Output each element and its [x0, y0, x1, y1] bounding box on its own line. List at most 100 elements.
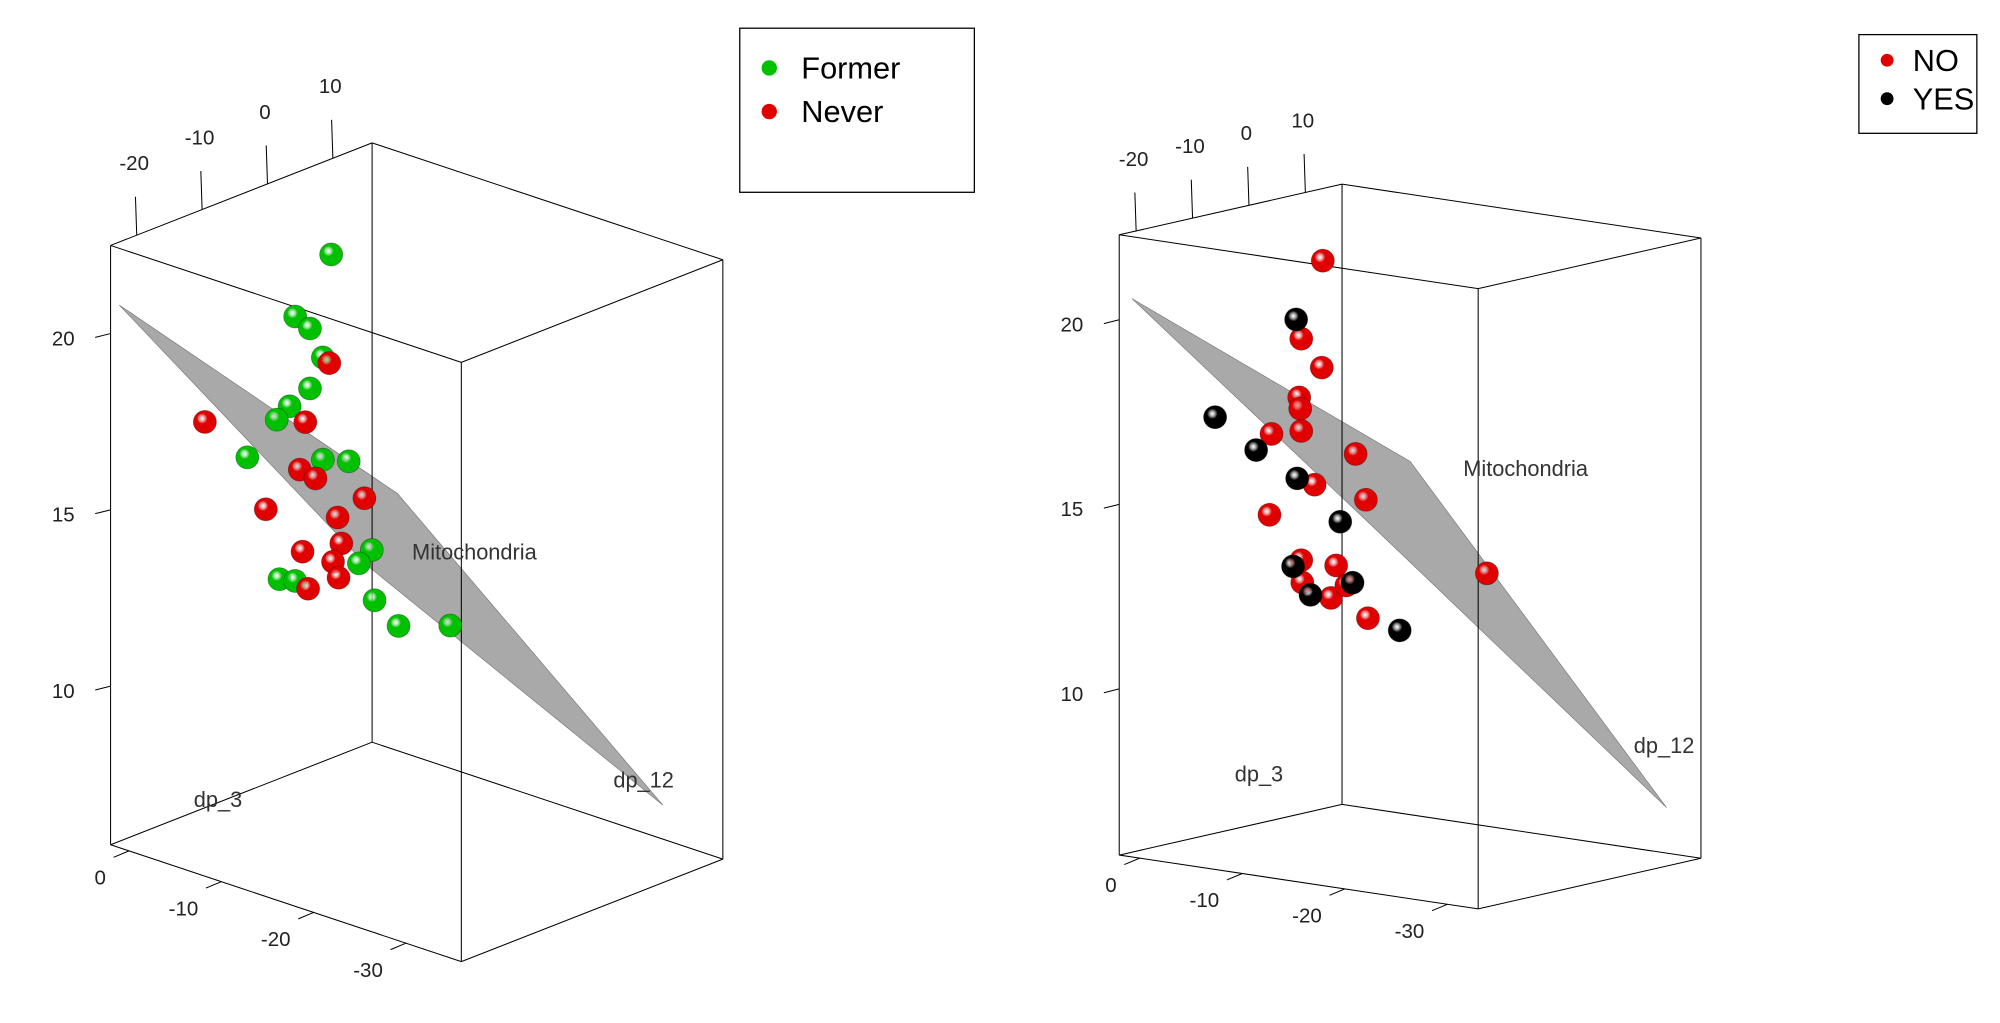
z-axis-title: dp_12 [1634, 733, 1695, 758]
box-edge [1119, 803, 1343, 856]
z-tick [200, 171, 203, 210]
legend-label: Never [801, 94, 883, 129]
legend-marker [761, 103, 777, 120]
z-tick [1134, 192, 1137, 231]
box-edge [371, 741, 724, 860]
y-tick-label: 15 [52, 504, 75, 527]
box-edge [461, 259, 724, 363]
legend-marker [1880, 92, 1894, 106]
point [336, 449, 361, 474]
point [298, 316, 322, 341]
point [1328, 509, 1353, 534]
x-tick [298, 911, 314, 920]
box-edge [110, 844, 462, 963]
x-tick-label: 0 [1105, 874, 1116, 897]
y-tick [95, 333, 111, 338]
z-tick [1190, 179, 1194, 219]
box-edge [1478, 857, 1702, 910]
point [1309, 355, 1334, 380]
point [1285, 466, 1310, 491]
z-tick-label: 10 [319, 75, 342, 98]
point [1289, 419, 1314, 443]
point [362, 588, 387, 613]
x-tick-label: 0 [95, 867, 106, 890]
legend-marker [761, 60, 777, 76]
point [1203, 405, 1228, 430]
legend-box [1858, 33, 1978, 134]
point [346, 551, 371, 576]
y-tick [1103, 688, 1120, 694]
z-axis-title: dp_12 [613, 768, 674, 793]
box-edge [110, 741, 373, 846]
legend-label: YES [1913, 81, 1975, 116]
z-tick [265, 145, 269, 184]
point [1310, 248, 1335, 273]
x-tick-label: -30 [353, 959, 383, 982]
y-tick-label: 20 [1061, 314, 1084, 337]
legend-marker [1880, 53, 1894, 67]
point [1353, 487, 1378, 512]
y-tick-label: 15 [1061, 498, 1084, 521]
legend-label: NO [1913, 43, 1959, 78]
z-tick-label: -10 [1175, 135, 1205, 158]
x-tick [113, 850, 130, 858]
regression-plane [1131, 298, 1667, 808]
point [1244, 438, 1269, 462]
x-tick [1226, 873, 1243, 881]
legend-box [739, 27, 976, 193]
point [1257, 502, 1282, 527]
z-tick-label: -10 [185, 126, 215, 149]
y-tick [95, 685, 111, 691]
point [438, 613, 463, 638]
point [1387, 618, 1412, 643]
y-axis-title: Mitochondria [412, 540, 538, 565]
x-axis-title: dp_3 [1235, 761, 1283, 786]
point [1355, 606, 1380, 631]
box-edge [371, 142, 724, 261]
y-tick [1103, 319, 1120, 325]
box-edge [1478, 237, 1702, 290]
z-tick-label: 0 [259, 101, 270, 124]
point [298, 376, 322, 401]
point [386, 614, 411, 638]
point [326, 565, 351, 590]
box-edge [110, 244, 462, 363]
z-tick-label: 0 [1241, 122, 1252, 145]
x-tick [1329, 888, 1346, 896]
point [1259, 421, 1284, 446]
z-tick [1247, 166, 1250, 206]
point [1324, 553, 1349, 578]
point [235, 445, 260, 470]
y-tick-label: 10 [52, 680, 75, 703]
y-axis-title: Mitochondria [1463, 456, 1589, 481]
x-tick [205, 881, 222, 889]
point [1474, 561, 1499, 586]
x-tick [1124, 857, 1140, 866]
point [1281, 554, 1305, 579]
x-axis-title: dp_3 [194, 787, 242, 812]
point [264, 407, 289, 432]
x-tick [390, 942, 407, 951]
point [325, 505, 350, 530]
y-tick-label: 20 [52, 327, 75, 350]
z-tick [1303, 154, 1306, 193]
point [1284, 307, 1309, 332]
x-tick-label: -30 [1395, 920, 1425, 943]
box-edge [1119, 854, 1479, 910]
point [253, 497, 278, 522]
point [293, 410, 318, 435]
point [317, 351, 342, 376]
x-tick-label: -20 [1292, 905, 1322, 928]
z-tick-label: 10 [1291, 109, 1314, 132]
y-tick [1103, 503, 1120, 509]
x-tick [1431, 903, 1448, 912]
point [319, 242, 344, 267]
point [352, 486, 377, 511]
y-tick-label: 10 [1061, 683, 1084, 706]
box-edge [1341, 183, 1702, 239]
z-tick-label: -20 [1119, 148, 1149, 171]
y-tick [95, 509, 111, 515]
point [1340, 570, 1365, 595]
point [1298, 582, 1323, 607]
